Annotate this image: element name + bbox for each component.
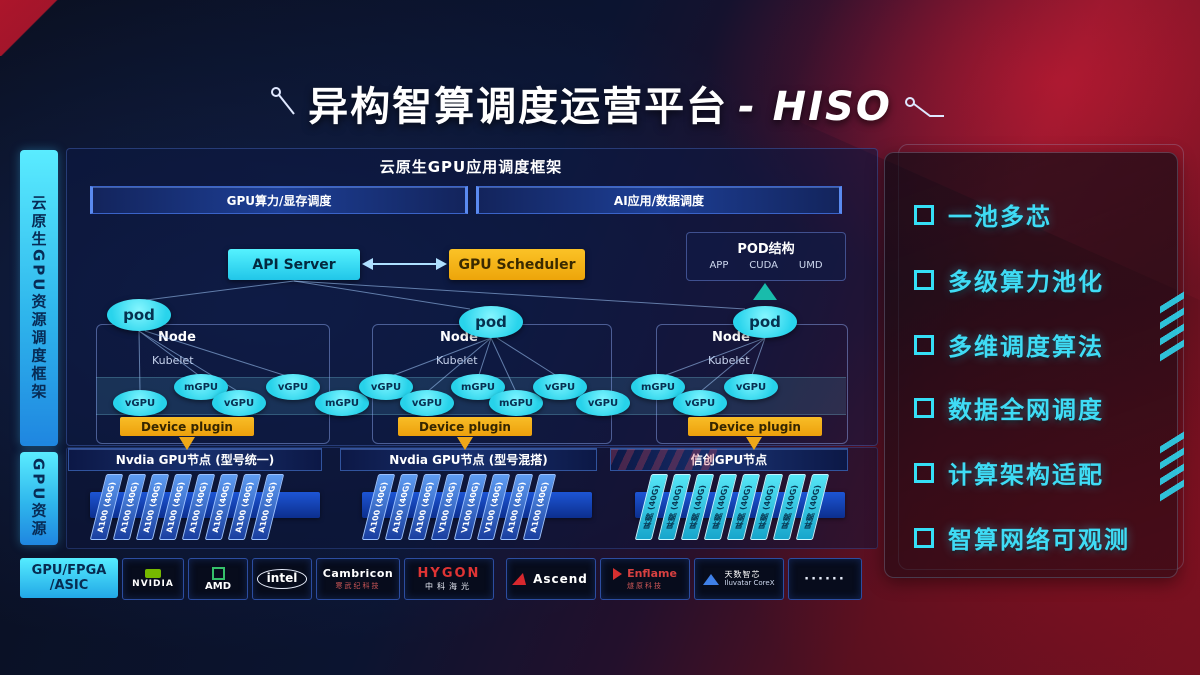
device-plugin-1: Device plugin [120,417,254,436]
gpu-section-header-2: Nvdia GPU节点 (型号混搭) [340,448,597,471]
pod-ellipse-3: pod [733,306,797,338]
bar-gpu-compute-scheduling: GPU算力/显存调度 [90,186,468,214]
page-title: 异构智算调度运营平台 - HISO [0,74,1200,132]
gpu-ellipse: vGPU [576,390,630,416]
pod-ellipse-2: pod [459,306,523,338]
circuit-decor-left-icon [271,87,295,115]
rail-cloud-native-framework: 云原生GPU资源调度框架 [20,150,58,446]
pod-structure-box: POD结构 APP CUDA UMD [686,232,846,281]
nvidia-icon [145,569,161,578]
corner-red-decor [0,0,110,56]
feature-item: 智算网络可观测 [914,520,1130,555]
feature-item: 多维调度算法 [914,327,1104,362]
feature-item: 计算架构适配 [914,455,1104,490]
gpu-ellipse: mGPU [315,390,369,416]
square-bullet-icon [914,397,934,418]
kubelet-1-label: Kubelet [152,354,194,367]
device-plugin-2: Device plugin [398,417,532,436]
pod-item-app: APP [709,260,729,271]
vendor-nvidia: NVIDIA [122,558,184,600]
page-title-zh: 异构智算调度运营平台 [308,84,729,130]
feature-item: 多级算力池化 [914,262,1104,297]
rail-gpu-resource-label: GPU资源 [29,458,48,539]
feature-item: 数据全网调度 [914,390,1104,425]
square-bullet-icon [914,527,934,548]
kubelet-2-label: Kubelet [436,354,478,367]
node-1-label: Node [158,330,196,345]
bar-ai-data-scheduling: AI应用/数据调度 [476,186,842,214]
vendor-iluvatar: 天数智芯 Iluvatar CoreX [694,558,784,600]
pod-ellipse-1: pod [107,299,171,331]
gpu-ellipse: vGPU [400,390,454,416]
gpu-ellipse: vGPU [266,374,320,400]
rail-gpu-resource: GPU资源 [20,452,58,545]
square-bullet-icon [914,204,934,225]
gpu-ellipse: vGPU [113,390,167,416]
enflame-icon [613,567,623,580]
square-bullet-icon [914,334,934,355]
pod-item-cuda: CUDA [749,260,778,271]
gpu-scheduler-box: GPU Scheduler [449,249,585,280]
vendor-enflame: Enflame 燧原科技 [600,558,690,600]
square-bullet-icon [914,269,934,290]
pod-structure-title: POD结构 [737,242,795,257]
gpu-ellipse: vGPU [673,390,727,416]
gpu-ellipse: vGPU [212,390,266,416]
ascend-icon [512,573,531,585]
gpu-section-header-3: 信创GPU节点 [610,448,848,471]
rail-cloud-native-framework-label: 云原生GPU资源调度框架 [29,194,48,402]
vendor-cambricon: Cambricon 寒武纪科技 [316,558,400,600]
gpu-ellipse: vGPU [724,374,778,400]
vendor-more: ······ [788,558,862,600]
feature-item: 一池多芯 [914,197,1052,232]
vendor-ascend: Ascend [506,558,596,600]
api-server-box: API Server [228,249,360,280]
page-title-suffix: - HISO [738,84,892,130]
framework-title: 云原生GPU应用调度框架 [379,158,563,176]
node-box-1 [96,324,330,444]
kubelet-3-label: Kubelet [708,354,750,367]
square-bullet-icon [914,462,934,483]
vendor-amd: AMD [188,558,248,600]
device-plugin-3: Device plugin [688,417,822,436]
gpu-section-header-1: Nvdia GPU节点 (型号统一) [68,448,322,471]
vendor-hygon: HYGON 中科海光 [404,558,494,600]
vendor-intel: intel [252,558,312,600]
accelerator-type-box: GPU/FPGA /ASIC [20,558,118,598]
gpu-ellipse: mGPU [489,390,543,416]
circuit-decor-right-icon [905,97,944,117]
amd-icon [211,566,225,580]
iluvatar-icon [703,573,720,585]
pod-item-umd: UMD [798,260,823,271]
